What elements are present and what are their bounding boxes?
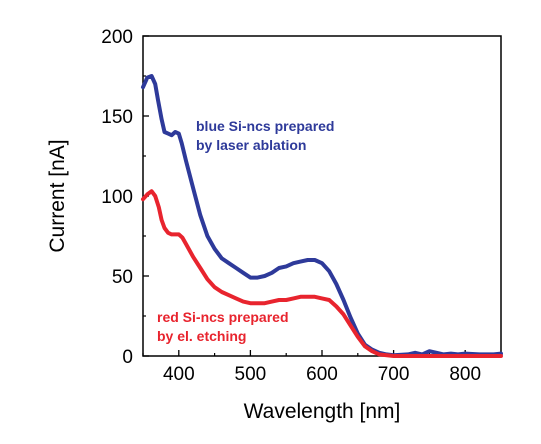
series-line-0: [141, 74, 503, 358]
y-tick-label-0: 0: [122, 347, 133, 368]
y-tick-label-150: 150: [101, 107, 133, 128]
annotation-red-line-2: by el. etching: [157, 328, 246, 344]
series-line-1: [141, 189, 503, 358]
y-tick-label-200: 200: [101, 27, 133, 48]
y-axis-title: Current [nA]: [46, 139, 69, 252]
x-axis-title: Wavelength [nm]: [244, 400, 401, 423]
x-tick-label-700: 700: [378, 364, 410, 385]
x-tick-label-600: 600: [306, 364, 338, 385]
axis-ticks: 400 500 600 700 800 0 50 100 150 200: [101, 27, 502, 385]
series-layer: [141, 74, 503, 358]
x-tick-label-400: 400: [163, 364, 195, 385]
x-tick-label-800: 800: [449, 364, 481, 385]
y-tick-label-100: 100: [101, 187, 133, 208]
annotation-blue-line-1: blue Si-ncs prepared: [196, 118, 334, 134]
x-tick-label-500: 500: [235, 364, 267, 385]
y-tick-label-50: 50: [112, 267, 133, 288]
annotation-red-line-1: red Si-ncs prepared: [157, 309, 289, 325]
annotation-blue-line-2: by laser ablation: [196, 137, 306, 153]
